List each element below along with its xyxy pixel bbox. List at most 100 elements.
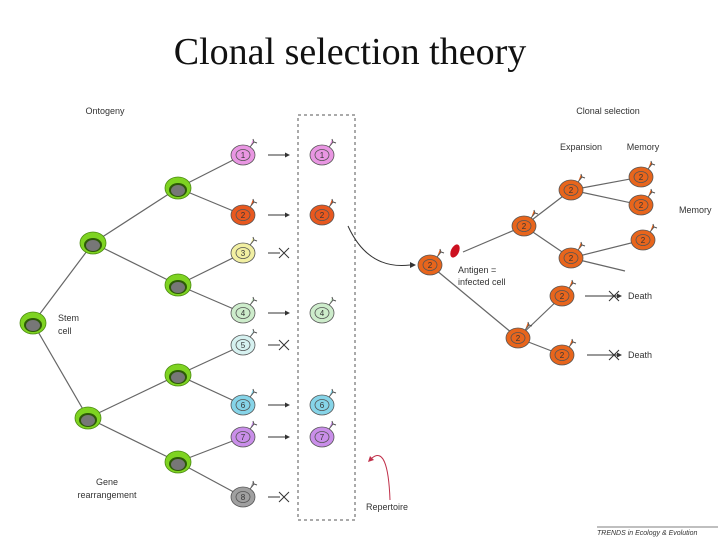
- receptor-icon: [530, 209, 539, 219]
- clone-lymphocyte-2: 2: [511, 209, 539, 237]
- receptor-icon: [328, 388, 337, 398]
- arrowhead-icon: [368, 456, 374, 462]
- receptor-icon: [249, 296, 258, 306]
- receptor-icon: [568, 279, 577, 289]
- cell-nucleus: [314, 209, 330, 221]
- mature-lymphocyte-4: 4: [230, 296, 258, 324]
- mature-lymphocyte-1: 1: [230, 138, 258, 166]
- cell-nucleus: [235, 491, 251, 503]
- antigen-icon: [450, 244, 460, 258]
- cell-number: 2: [560, 292, 565, 301]
- cell-body: [309, 204, 335, 226]
- repertoire-lymphocyte-6: 6: [309, 388, 337, 416]
- clone-lymphocyte-2: 2: [628, 188, 656, 216]
- lineage-lines: [32, 152, 644, 503]
- arrowhead-icon: [617, 293, 622, 299]
- receptor-icon: [436, 248, 445, 258]
- cell-number: 7: [241, 433, 246, 442]
- repertoire-lymphocyte-2: 2: [309, 198, 337, 226]
- repertoire-label: Repertoire: [366, 502, 408, 512]
- cell-nucleus: [563, 252, 579, 264]
- clonal-selection-label: Clonal selection: [576, 106, 640, 116]
- cell-nucleus: [235, 209, 251, 221]
- cell-body: [230, 204, 256, 226]
- mature-lymphocyte-8: 8: [230, 480, 258, 508]
- cell-number: 2: [641, 236, 646, 245]
- progenitor-cell: [164, 273, 192, 297]
- cell-body: [230, 426, 256, 448]
- receptor-icon: [577, 241, 586, 251]
- cell-body: [309, 144, 335, 166]
- arrowhead-icon: [285, 152, 290, 158]
- cell-nucleus: [314, 399, 330, 411]
- cell-body: [230, 394, 256, 416]
- receptor-icon: [249, 138, 258, 148]
- cell-number: 6: [241, 401, 246, 410]
- cell-number: 3: [241, 249, 246, 258]
- cell-number: 2: [516, 334, 521, 343]
- lineage-line: [92, 187, 179, 244]
- activation-arrow: [347, 225, 411, 267]
- cell-body: [628, 166, 654, 188]
- cell-number: 2: [428, 261, 433, 270]
- lineage-line: [87, 374, 179, 419]
- repertoire-box: [297, 114, 356, 521]
- receptor-icon: [647, 160, 656, 170]
- footer-credit: TRENDS in Ecology & Evolution: [597, 530, 697, 537]
- progenitor-cell: [79, 231, 107, 255]
- cell-number: 2: [639, 173, 644, 182]
- death-cross-icon: [278, 339, 290, 351]
- cell-body: [558, 247, 584, 269]
- cell-nucleus: [633, 199, 649, 211]
- death-cross-icon: [608, 290, 620, 302]
- stem-cell-label-1: Stem: [58, 313, 79, 323]
- cell-nucleus: [516, 220, 532, 232]
- lineage-line: [87, 417, 179, 463]
- cell-body: [558, 179, 584, 201]
- cell-number: 8: [241, 493, 246, 502]
- cell-number: 1: [320, 151, 325, 160]
- cell-nucleus: [235, 247, 251, 259]
- receptor-icon: [249, 198, 258, 208]
- arrowhead-icon: [285, 402, 290, 408]
- gene-rearrangement-label-2: rearrangement: [77, 490, 137, 500]
- death-label-2: Death: [628, 350, 652, 360]
- cell-number: 2: [569, 186, 574, 195]
- cell-body: [417, 254, 443, 276]
- nucleus: [171, 459, 185, 470]
- mature-lymphocyte-5: 5: [230, 328, 258, 356]
- receptor-icon: [328, 198, 337, 208]
- cell-body: [511, 215, 537, 237]
- receptor-icon: [649, 223, 658, 233]
- cell-number: 6: [320, 401, 325, 410]
- cell-nucleus: [635, 234, 651, 246]
- lineage-line: [32, 322, 89, 419]
- mature-lymphocyte-3: 3: [230, 236, 258, 264]
- arrowhead-icon: [285, 212, 290, 218]
- receptor-icon: [249, 388, 258, 398]
- receptor-icon: [249, 328, 258, 338]
- receptor-icon: [577, 173, 586, 183]
- lineage-line: [429, 264, 519, 339]
- receptor-icon: [249, 236, 258, 246]
- death-label-1: Death: [628, 291, 652, 301]
- nucleus: [171, 185, 185, 196]
- cell-nucleus: [235, 339, 251, 351]
- arrowhead-icon: [285, 310, 290, 316]
- arrowhead-icon: [410, 262, 416, 268]
- lineage-line: [92, 242, 179, 286]
- receptor-icon: [328, 296, 337, 306]
- memory-side-label: Memory: [679, 205, 712, 215]
- nucleus: [26, 320, 40, 331]
- cell-body: [309, 302, 335, 324]
- mature-lymphocyte-6: 6: [230, 388, 258, 416]
- cell-nucleus: [235, 431, 251, 443]
- cell-nucleus: [235, 149, 251, 161]
- cell-nucleus: [633, 171, 649, 183]
- cell-number: 4: [241, 309, 246, 318]
- arrowhead-icon: [285, 434, 290, 440]
- lineage-line: [32, 242, 94, 324]
- cell-body: [230, 302, 256, 324]
